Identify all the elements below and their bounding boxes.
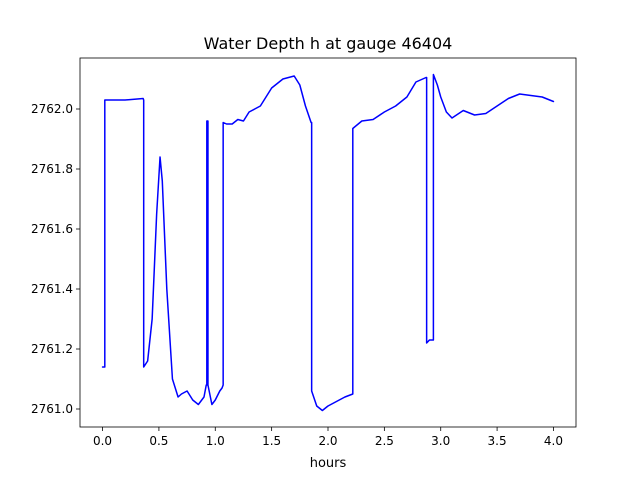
x-tick-label: 1.5: [262, 434, 281, 448]
plot-area: 0.0 0.5 1.0 1.5 2.0 2.5 3.0 3.5 4.0 2761.0 2761.2 2…: [31, 57, 577, 448]
x-tick-label: 0.5: [149, 434, 168, 448]
y-tick-label: 2761.0: [31, 402, 73, 416]
x-tick-label: 2.5: [375, 434, 394, 448]
y-tick-label: 2761.6: [31, 222, 73, 236]
x-tick-label: 3.0: [431, 434, 450, 448]
chart-title: Water Depth h at gauge 46404: [204, 34, 453, 53]
x-axis-label: hours: [310, 456, 347, 471]
y-tick-label: 2761.2: [31, 342, 73, 356]
x-tick-label: 0.0: [93, 434, 112, 448]
x-tick-label: 1.0: [206, 434, 225, 448]
y-tick-label: 2761.4: [31, 282, 73, 296]
x-tick-label: 3.5: [488, 434, 507, 448]
x-tick-label: 2.0: [318, 434, 337, 448]
axes-frame: [79, 57, 577, 428]
y-tick-label: 2761.8: [31, 162, 73, 176]
series-line-0: [101, 73, 555, 412]
y-tick-label: 2762.0: [31, 102, 73, 116]
x-tick-label: 4.0: [544, 434, 563, 448]
